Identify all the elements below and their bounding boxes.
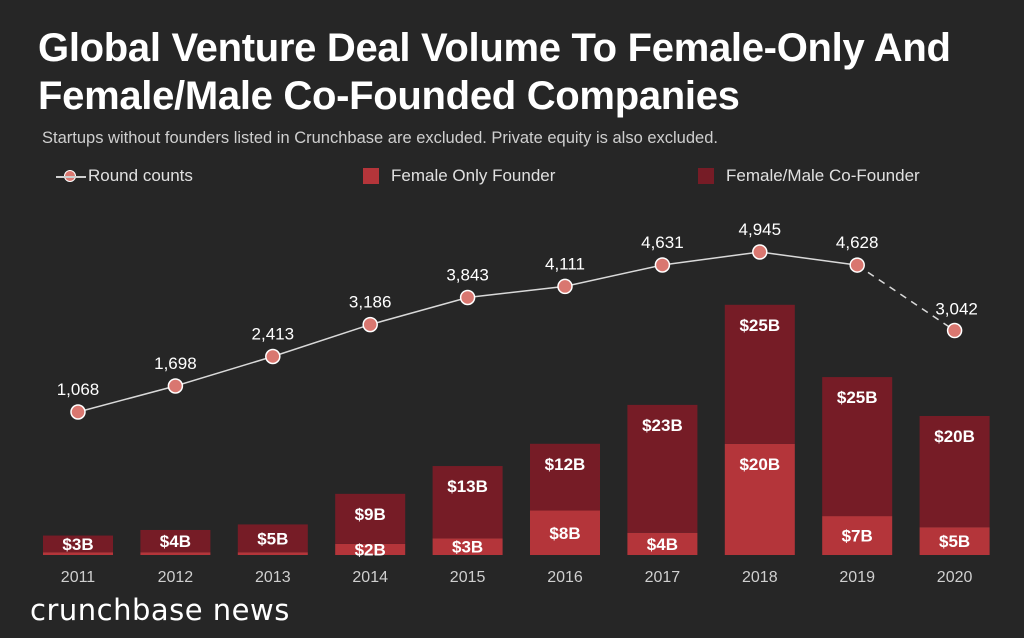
x-tick-label-2018: 2018 — [742, 569, 778, 586]
bar-co-founder-2019 — [822, 377, 893, 517]
legend: Round counts Female Only Founder Female/… — [0, 166, 1024, 192]
x-tick-label-2019: 2019 — [839, 569, 875, 586]
bar-label-female-only-2019: $7B — [842, 527, 873, 546]
bar-label-female-only-2018: $20B — [739, 455, 780, 474]
round-count-point-2018 — [752, 244, 768, 260]
round-count-label-2014: 3,186 — [349, 293, 392, 312]
round-count-label-2015: 3,843 — [446, 265, 489, 284]
round-count-point-2015 — [459, 289, 476, 306]
round-count-point-2013 — [265, 348, 281, 365]
bar-co-founder-2015 — [432, 466, 503, 539]
round-count-point-2012 — [167, 378, 184, 394]
x-tick-label-2011: 2011 — [61, 569, 96, 586]
round-count-label-2012: 1,698 — [154, 354, 197, 373]
x-tick-label-2014: 2014 — [352, 569, 388, 586]
bar-female-only-2016 — [530, 510, 600, 555]
bar-label-female-only-2015: $3B — [452, 538, 483, 557]
round-count-line-dashed — [856, 264, 956, 332]
legend-item-co-founder: Female/Male Co-Founder — [698, 166, 920, 186]
x-tick-label-2013: 2013 — [255, 569, 291, 586]
round-count-label-2017: 4,631 — [641, 233, 684, 252]
bar-label-co-founder-2012: $4B — [160, 532, 191, 551]
bar-label-co-founder-2013: $5B — [257, 529, 288, 548]
x-tick-label-2015: 2015 — [450, 569, 486, 586]
bar-female-only-2019 — [822, 516, 893, 555]
round-count-label-2011: 1,068 — [57, 380, 100, 399]
bar-co-founder-2013 — [237, 524, 308, 553]
bar-label-co-founder-2020: $20B — [934, 427, 975, 446]
round-count-point-2014 — [362, 316, 378, 333]
round-count-label-2019: 4,628 — [836, 233, 879, 252]
bar-label-co-founder-2017: $23B — [642, 416, 683, 435]
bar-co-founder-2016 — [530, 443, 600, 511]
chart-title: Global Venture Deal Volume To Female-Onl… — [38, 26, 951, 118]
bar-female-only-2013 — [237, 552, 308, 555]
round-count-point-2016 — [557, 278, 573, 295]
legend-label-female-only: Female Only Founder — [391, 166, 556, 185]
bar-female-only-2011 — [43, 552, 113, 555]
bar-female-only-2012 — [140, 552, 211, 555]
bar-label-co-founder-2014: $9B — [355, 505, 386, 524]
brand-logo: crunchbase news — [30, 593, 290, 627]
legend-item-round-counts: Round counts — [56, 166, 193, 186]
bar-co-founder-2012 — [140, 529, 211, 553]
bar-female-only-2015 — [432, 538, 503, 555]
bar-female-only-2014 — [335, 543, 406, 555]
round-count-marker-icon — [56, 170, 86, 182]
bar-female-only-2018 — [724, 443, 795, 555]
x-tick-label-2017: 2017 — [645, 569, 681, 586]
bar-co-founder-2018 — [724, 304, 795, 444]
round-count-point-2017 — [654, 257, 671, 273]
round-count-label-2018: 4,945 — [739, 220, 782, 239]
bar-label-female-only-2020: $5B — [939, 532, 970, 551]
bar-label-female-only-2017: $4B — [647, 535, 678, 554]
bar-label-co-founder-2018: $25B — [739, 316, 780, 335]
bar-label-female-only-2016: $8B — [549, 524, 580, 543]
bar-label-co-founder-2015: $13B — [447, 477, 488, 496]
round-count-label-2016: 4,111 — [545, 254, 585, 273]
bar-female-only-2020 — [919, 527, 990, 555]
round-count-point-2020 — [946, 322, 963, 339]
bar-co-founder-2017 — [627, 404, 698, 533]
bar-label-female-only-2014: $2B — [355, 540, 386, 559]
bar-female-only-2017 — [627, 532, 698, 555]
bar-co-founder-2014 — [335, 493, 406, 544]
female-only-swatch-icon — [363, 168, 379, 184]
bar-co-founder-2020 — [919, 416, 990, 528]
bar-label-co-founder-2019: $25B — [837, 388, 878, 407]
legend-item-female-only: Female Only Founder — [363, 166, 555, 186]
chart-subtitle: Startups without founders listed in Crun… — [42, 129, 718, 147]
round-count-label-2020: 3,042 — [935, 300, 978, 319]
bar-label-co-founder-2011: $3B — [62, 535, 93, 554]
x-tick-label-2016: 2016 — [547, 569, 583, 586]
co-founder-swatch-icon — [698, 168, 714, 184]
round-count-point-2011 — [70, 404, 86, 420]
x-tick-label-2012: 2012 — [158, 569, 194, 586]
round-count-label-2013: 2,413 — [252, 324, 295, 343]
bar-co-founder-2011 — [43, 535, 113, 553]
legend-label-round-counts: Round counts — [88, 166, 193, 185]
round-count-point-2019 — [849, 257, 865, 273]
legend-label-co-founder: Female/Male Co-Founder — [726, 166, 920, 185]
x-tick-label-2020: 2020 — [937, 569, 973, 586]
bar-label-co-founder-2016: $12B — [545, 455, 586, 474]
